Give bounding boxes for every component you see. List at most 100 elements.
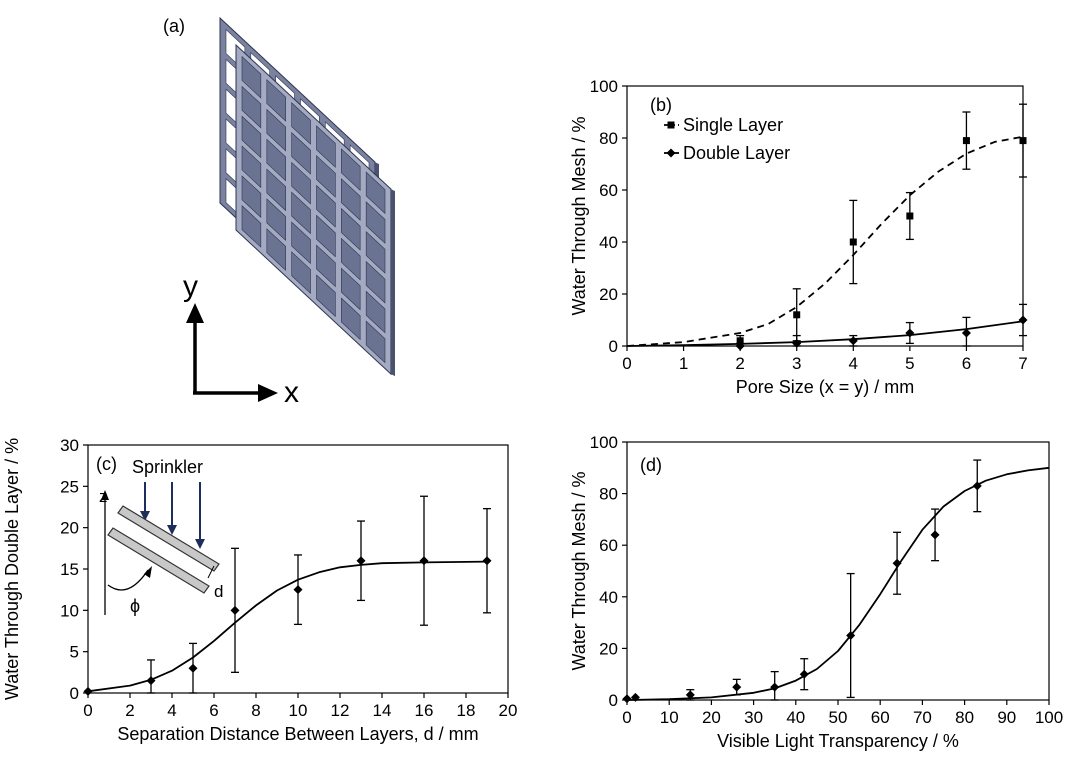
chart-b-series-1-fit-line (626, 320, 1024, 347)
mesh-hole (341, 267, 361, 311)
chart-b-series-1-point (905, 328, 915, 338)
chart-d-ytick-label: 20 (599, 639, 618, 658)
sprinkler-arrowhead-3 (195, 539, 205, 549)
mesh-hole (341, 297, 361, 341)
chart-b-series-0-point (793, 311, 801, 319)
mesh-hole (341, 148, 361, 191)
chart-c-xtick-label: 12 (331, 701, 350, 720)
chart-c-ytick-label: 0 (70, 684, 79, 703)
chart-c-xlabel: Separation Distance Between Layers, d / … (117, 724, 478, 744)
chart-b-series-1-point (961, 328, 971, 338)
mesh-hole (241, 175, 262, 218)
mesh-hole (316, 244, 336, 288)
axis-arrows: y x (183, 270, 299, 409)
chart-b-series-0-fit-line (626, 135, 1024, 347)
chart-c-xtick-label: 16 (415, 701, 434, 720)
chart-b-series-0-point (906, 212, 914, 220)
d-indicator (207, 565, 215, 579)
chart-c-ylabel: Water Through Double Layer / % (2, 438, 22, 700)
chart-c-series-0-point (419, 556, 429, 566)
z-arrowhead (101, 490, 109, 500)
mesh-hole (316, 184, 336, 228)
legend-label-single-layer: Single Layer (683, 115, 783, 135)
chart-b-ytick-label: 20 (599, 285, 618, 304)
mesh-layer-top (117, 505, 220, 572)
chart-b-xtick-label: 3 (792, 354, 801, 373)
chart-d-xtick-label: 20 (702, 708, 721, 727)
mesh-illustration (219, 16, 395, 377)
chart-d-xtick-label: 60 (871, 708, 890, 727)
chart-b-xtick-label: 4 (849, 354, 858, 373)
chart-c-ytick-label: 15 (60, 560, 79, 579)
chart-d-series-0-fit-line (626, 466, 1050, 701)
chart-b-xtick-label: 6 (962, 354, 971, 373)
chart-d-series-0-point (732, 682, 742, 692)
chart-b-series-1-point (735, 341, 745, 351)
chart-b-ytick-label: 80 (599, 129, 618, 148)
chart-d-series-0-point (770, 682, 780, 692)
chart-c-xtick-label: 20 (499, 701, 518, 720)
mesh-hole (316, 155, 336, 198)
mesh-hole (266, 78, 286, 122)
chart-c-xtick-label: 0 (83, 701, 92, 720)
panel-a-label: (a) (163, 16, 185, 36)
mesh-hole (365, 231, 386, 274)
chart-c-xtick-label: 6 (209, 701, 218, 720)
chart-c-ytick-label: 30 (60, 436, 79, 455)
chart-d-xtick-label: 30 (744, 708, 763, 727)
chart-d-series-0-point (930, 530, 940, 540)
chart-c-series-0-point (293, 585, 303, 595)
sprinkler-inset: Sprinkler z ϕ d (99, 457, 223, 616)
chart-b-series-0-point (1019, 137, 1027, 145)
z-label: z (99, 487, 108, 506)
chart-b-ytick-label: 40 (599, 233, 618, 252)
chart-b-xtick-label: 1 (679, 354, 688, 373)
chart-c-series-0-point (230, 605, 240, 615)
mesh-hole (365, 171, 386, 215)
chart-b-series-1-point (1018, 315, 1028, 325)
mesh-hole (241, 145, 262, 189)
y-arrowhead (186, 303, 204, 323)
chart-b-series-1-point (792, 338, 802, 348)
chart-d-ylabel: Water Through Mesh / % (569, 471, 589, 670)
chart-d-xtick-label: 50 (829, 708, 848, 727)
chart-b-ytick-label: 0 (609, 337, 618, 356)
chart-c-series-0-fit-line (87, 560, 488, 693)
chart-b-xlabel: Pore Size (x = y) / mm (736, 377, 915, 397)
chart-b-series-1-point (848, 336, 858, 346)
mesh-hole (266, 108, 286, 152)
chart-c-ytick-label: 20 (60, 519, 79, 538)
legend-marker-double-layer (666, 148, 676, 158)
mesh-hole (266, 228, 286, 271)
chart-d-series-0-point (622, 694, 632, 704)
chart-d-xlabel: Visible Light Transparency / % (717, 731, 959, 751)
chart-b-ytick-label: 100 (590, 77, 618, 96)
chart-d-ytick-label: 40 (599, 588, 618, 607)
chart-d-xtick-label: 70 (913, 708, 932, 727)
chart-d-panel-label: (d) (640, 455, 662, 475)
mesh-hole (291, 251, 311, 294)
mesh-hole (341, 207, 361, 251)
mesh-hole (365, 260, 386, 304)
chart-c-series-0-point (146, 676, 156, 686)
d-label: d (214, 582, 223, 601)
mesh-hole (365, 320, 386, 364)
mesh-layer-front (235, 43, 395, 377)
phi-angle-arc (107, 569, 149, 591)
mesh-hole (241, 55, 262, 99)
chart-d-xtick-label: 40 (786, 708, 805, 727)
mesh-hole (291, 131, 311, 175)
y-axis-letter: y (183, 270, 198, 303)
x-arrowhead (258, 384, 278, 402)
chart-b-series-0-point (849, 238, 857, 246)
mesh-hole (291, 221, 311, 265)
chart-b-ylabel: Water Through Mesh / % (569, 116, 589, 315)
chart-c-xtick-label: 2 (125, 701, 134, 720)
chart-d-ytick-label: 80 (599, 485, 618, 504)
mesh-hole (291, 191, 311, 235)
chart-c-panel-label: (c) (96, 454, 117, 474)
mesh-hole (341, 237, 361, 281)
mesh-hole (266, 198, 286, 242)
chart-b-panel-label: (b) (650, 95, 672, 115)
